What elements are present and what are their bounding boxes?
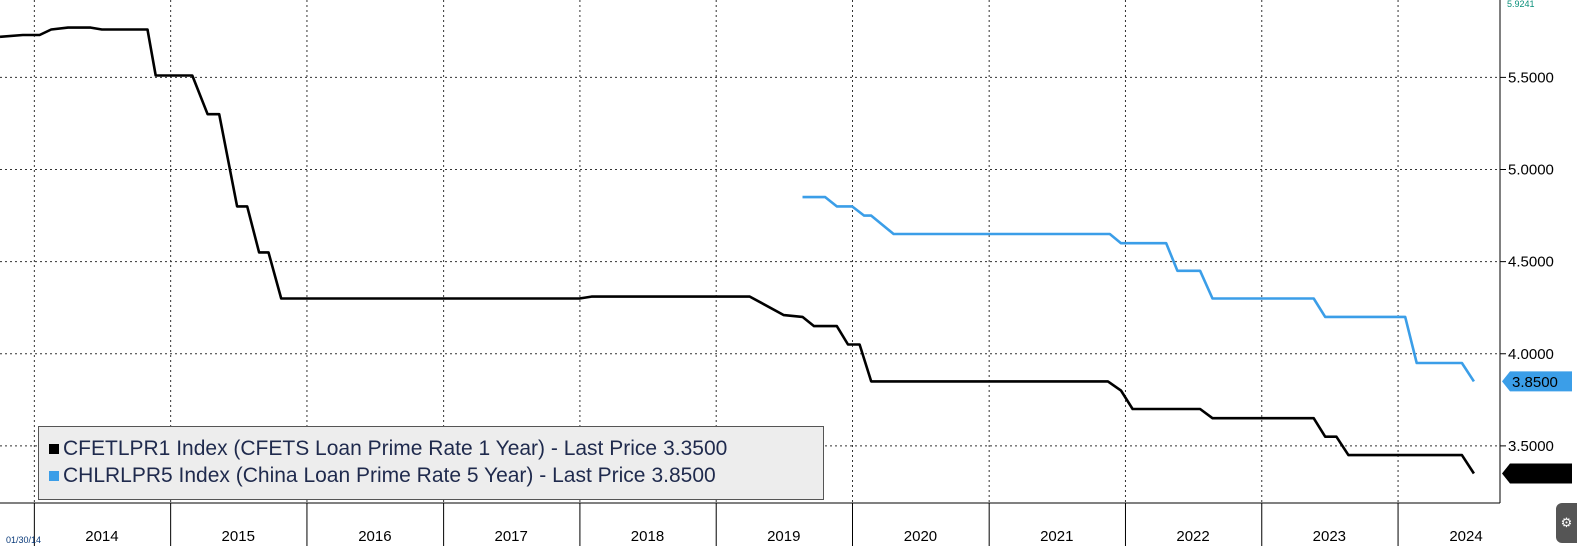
legend-label-5y: CHLRLPR5 Index (China Loan Prime Rate 5 …	[63, 463, 646, 487]
x-tick-label: 2015	[222, 528, 255, 545]
legend-value-1y: 3.3500	[663, 436, 728, 460]
y-axis: 5.5000 5.0000 4.5000 4.0000 3.5000	[1499, 0, 1554, 503]
legend-entry-1y: CFETLPR1 Index (CFETS Loan Prime Rate 1 …	[49, 435, 823, 462]
x-axis: 2014 2015 2016 2017 2018 2019 2020 2021 2022 2023…	[0, 502, 1500, 546]
y-tick-label: 3.5000	[1508, 438, 1554, 455]
series-layer	[0, 26, 1475, 475]
x-tick-label: 2016	[358, 528, 391, 545]
chart-menu-icon[interactable]: ⚙	[1556, 503, 1577, 543]
y-tick-label: 5.0000	[1508, 162, 1554, 179]
legend-value-5y: 3.8500	[651, 463, 716, 487]
legend-swatch-5y	[49, 470, 59, 481]
legend-label-1y: CFETLPR1 Index (CFETS Loan Prime Rate 1 …	[63, 436, 658, 460]
last-price-labels: 3.3500 3.8500	[1502, 371, 1572, 484]
x-tick-label: 2019	[767, 528, 800, 545]
last-price-tag-1y	[1502, 463, 1572, 484]
legend-entry-5y: CHLRLPR5 Index (China Loan Prime Rate 5 …	[49, 462, 823, 489]
x-tick-label: 2022	[1176, 528, 1209, 545]
y-tick-label: 5.5000	[1508, 69, 1554, 86]
x-tick-label: 2017	[495, 528, 528, 545]
legend-swatch-1y	[49, 443, 59, 454]
x-tick-label: 2020	[904, 528, 937, 545]
series-line-1y	[0, 26, 1475, 475]
last-price-tag-5y	[1502, 371, 1572, 392]
x-tick-label: 2018	[631, 528, 664, 545]
series-line-5y	[802, 195, 1475, 383]
x-tick-label: 2023	[1313, 528, 1346, 545]
x-tick-label: 2024	[1449, 528, 1482, 545]
y-tick-label: 4.0000	[1508, 346, 1554, 363]
legend: CFETLPR1 Index (CFETS Loan Prime Rate 1 …	[38, 426, 824, 500]
y-axis-top-value: 5.9241	[1507, 0, 1535, 9]
y-tick-label: 4.5000	[1508, 254, 1554, 271]
last-price-text-5y: 3.8500	[1512, 374, 1558, 391]
start-date-label: 01/30/14	[6, 535, 41, 545]
x-tick-label: 2014	[85, 528, 118, 545]
x-tick-label: 2021	[1040, 528, 1073, 545]
last-price-text-1y: 3.3500	[1512, 466, 1558, 483]
